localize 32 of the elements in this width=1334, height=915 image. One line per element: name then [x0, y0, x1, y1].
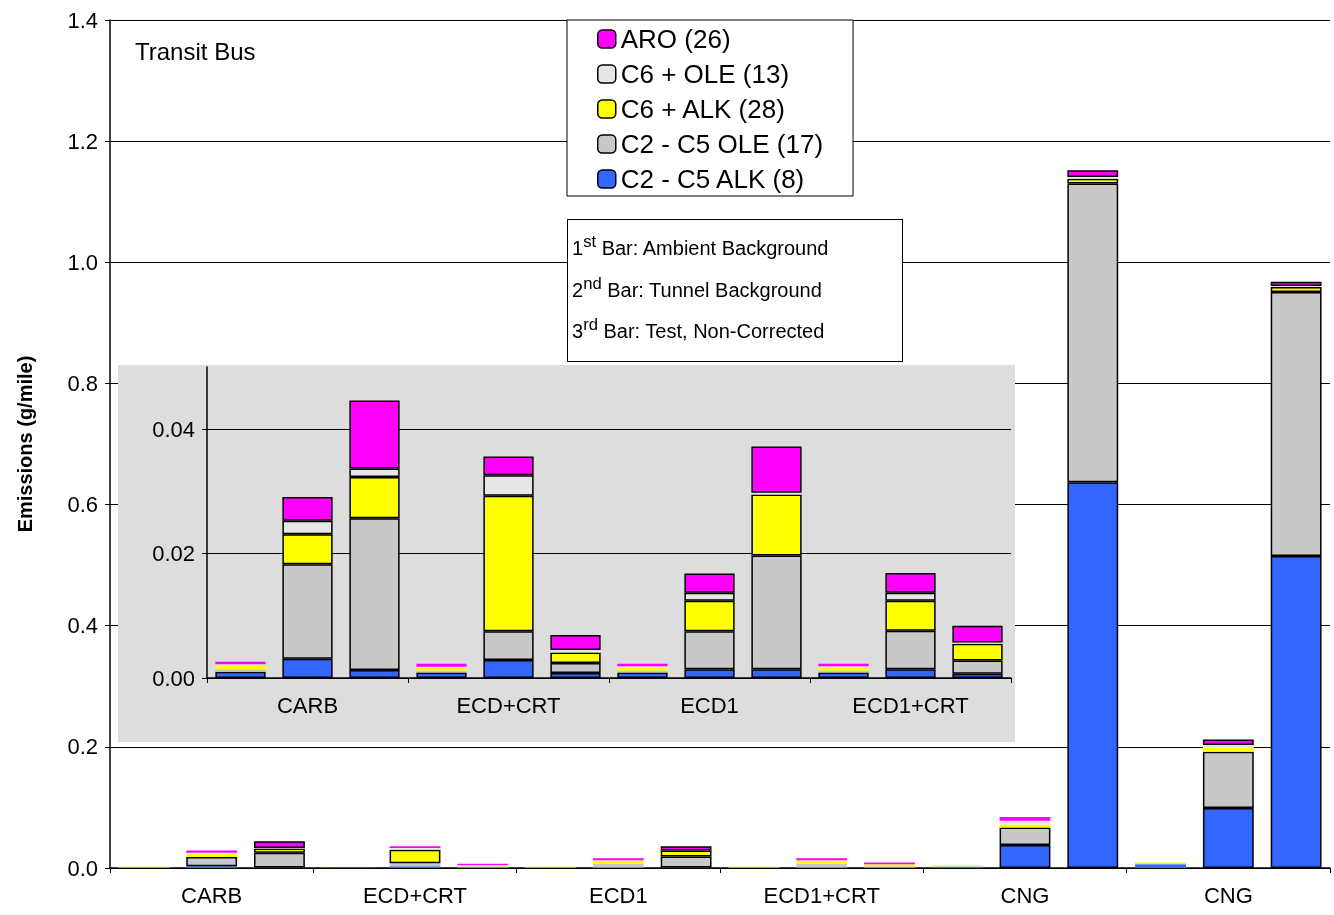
y-tick-label: 0.00: [152, 665, 195, 691]
x-tick-label: ECD1: [680, 692, 739, 718]
text: Transit Bus: [135, 37, 256, 65]
x-tick-label: ECD1: [588, 882, 648, 908]
y-tick-label: 0.0: [67, 855, 98, 881]
y-tick-label: 1.0: [67, 249, 98, 275]
x-tick-label: CARB: [276, 692, 339, 718]
y-tick-label: 1.4: [67, 7, 98, 33]
y-tick-label: 0.8: [67, 370, 98, 396]
annotation: 3$^{rd}$ Bar: Test, Non-Corrected: [572, 314, 826, 344]
x-tick-label: CNG: [1000, 882, 1050, 908]
legend-label: C2 - C5 OLE (17): [620, 129, 824, 159]
notes-box: 1$^{st}$ Bar: Ambient Background 2$^{nd}$ Bar: Tunnel Background 3$^{rd}$ Bar: Test, Non-Corrected: [567, 219, 903, 362]
y-tick-label: 0.4: [67, 613, 98, 639]
annotation: 2$^{nd}$ Bar: Tunnel Background: [572, 272, 823, 303]
x-tick-label: CNG: [1203, 882, 1253, 908]
y-tick-label: 0.04: [152, 416, 195, 442]
x-tick-label: ECD+CRT: [362, 882, 468, 908]
legend-label: C2 - C5 ALK (8): [620, 164, 805, 194]
x-tick-label: CARB: [181, 882, 243, 908]
y-tick-label: 0.02: [152, 541, 195, 567]
legend-label: C6 + OLE (13): [620, 59, 790, 89]
y-tick-label: 0.2: [67, 734, 98, 760]
legend-label: ARO (26): [620, 24, 731, 54]
y-tick-label: 1.2: [67, 128, 98, 154]
legend-label: C6 + ALK (28): [620, 94, 785, 124]
x-tick-label: ECD1+CRT: [763, 882, 880, 908]
x-tick-label: ECD1+CRT: [852, 692, 969, 718]
y-axis-title: Emissions (g/mile): [14, 355, 36, 533]
y-tick-label: 0.6: [67, 492, 98, 518]
x-tick-label: ECD+CRT: [456, 692, 561, 718]
annotation: 1$^{st}$ Bar: Ambient Background: [572, 231, 830, 261]
